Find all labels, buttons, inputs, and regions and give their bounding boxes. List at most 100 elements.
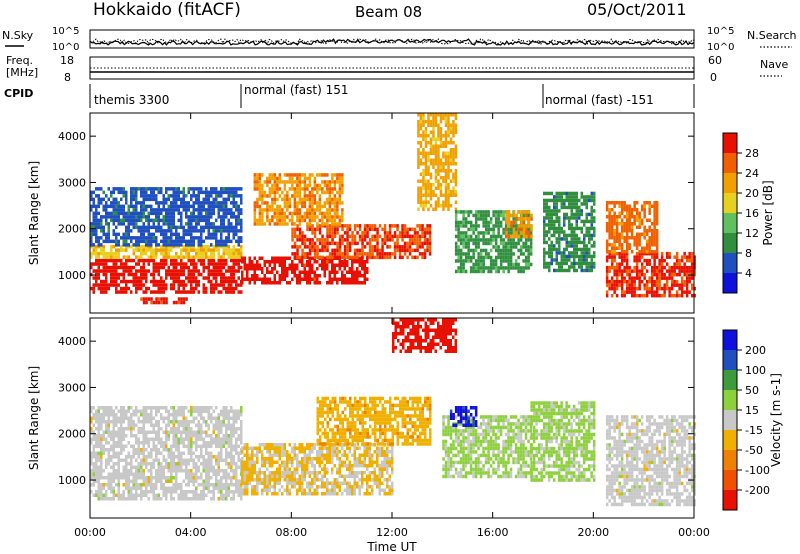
heatmap-cell [527, 252, 530, 256]
heatmap-cell [623, 229, 626, 233]
heatmap-cell [95, 465, 98, 469]
heatmap-cell [165, 465, 168, 469]
heatmap-cell [145, 420, 148, 424]
heatmap-cell [92, 406, 95, 410]
heatmap-cell [212, 236, 215, 240]
heatmap-cell [563, 202, 566, 206]
heatmap-cell [200, 225, 203, 230]
heatmap-cell [590, 226, 593, 231]
heatmap-cell [162, 300, 166, 305]
heatmap-cell [301, 248, 304, 253]
heatmap-cell [422, 120, 425, 124]
heatmap-cell [625, 243, 629, 247]
heatmap-cell [373, 255, 377, 260]
heatmap-cell [291, 176, 294, 181]
heatmap-cell [316, 248, 319, 253]
heatmap-cell [135, 272, 138, 277]
heatmap-cell [615, 251, 619, 256]
heatmap-cell [417, 165, 420, 169]
heatmap-cell [426, 224, 429, 228]
heatmap-cell [444, 116, 448, 120]
heatmap-cell [205, 276, 208, 280]
heatmap-cell [296, 263, 299, 267]
heatmap-cell [580, 191, 583, 196]
heatmap-cell [613, 250, 616, 254]
heatmap-cell [268, 270, 271, 274]
heatmap-cell [165, 406, 168, 410]
heatmap-cell [100, 201, 103, 205]
heatmap-cell [308, 201, 312, 205]
heatmap-cell [411, 255, 414, 260]
heatmap-cell [630, 215, 634, 219]
heatmap-cell [170, 232, 173, 237]
heatmap-cell [578, 258, 581, 262]
heatmap-cell [152, 222, 155, 226]
heatmap-cell [316, 227, 319, 232]
heatmap-cell [296, 208, 299, 212]
heatmap-cell [210, 190, 213, 195]
heatmap-cell [442, 155, 445, 159]
heatmap-cell [306, 222, 309, 226]
heatmap-cell [563, 237, 566, 241]
heatmap-cell [155, 244, 158, 249]
heatmap-cell [313, 277, 316, 281]
heatmap-cell [640, 262, 644, 266]
heatmap-cell [177, 208, 180, 212]
heatmap-cell [155, 413, 158, 417]
heatmap-region [505, 210, 533, 239]
heatmap-cell [429, 137, 433, 141]
heatmap-cell [122, 483, 125, 487]
heatmap-cell [678, 293, 681, 298]
heatmap-cell [155, 215, 158, 219]
heatmap-cell [235, 269, 238, 273]
heatmap-cell [142, 479, 145, 483]
heatmap-cell [298, 281, 301, 285]
heatmap-cell [130, 413, 133, 417]
heatmap-cell [207, 232, 210, 237]
heatmap-cell [157, 190, 160, 195]
heatmap-cell [162, 236, 165, 240]
heatmap-cell [568, 205, 571, 210]
heatmap-cell [575, 251, 578, 255]
heatmap-cell [155, 243, 158, 247]
heatmap-cell [680, 276, 684, 280]
heatmap-cell [278, 218, 282, 223]
heatmap-cell [447, 176, 450, 180]
heatmap-cell [105, 215, 108, 219]
heatmap-cell [90, 458, 93, 462]
heatmap-cell [333, 173, 337, 177]
heatmap-cell [120, 430, 123, 434]
heatmap-cell [454, 193, 458, 197]
heatmap-cell [298, 245, 302, 249]
heatmap-cell [613, 269, 616, 273]
heatmap-cell [323, 245, 327, 249]
heatmap-cell [459, 248, 463, 253]
heatmap-cell [195, 251, 198, 256]
heatmap-cell [125, 472, 128, 476]
heatmap-cell [180, 493, 183, 497]
heatmap-cell [467, 252, 470, 256]
heatmap-cell [416, 224, 419, 228]
heatmap-cell [97, 406, 100, 410]
heatmap-cell [172, 239, 175, 244]
heatmap-cell [432, 120, 435, 124]
heatmap-cell [162, 476, 165, 480]
heatmap-cell [142, 265, 145, 270]
heatmap-cell [110, 430, 113, 434]
heatmap-cell [170, 472, 173, 476]
heatmap-cell [331, 222, 334, 226]
heatmap-cell [517, 262, 520, 267]
heatmap-cell [643, 229, 646, 233]
heatmap-cell [318, 227, 322, 232]
heatmap-cell [241, 281, 244, 285]
heatmap-cell [140, 239, 143, 244]
heatmap-cell [308, 227, 312, 232]
heatmap-cell [635, 208, 639, 212]
heatmap-cell [358, 260, 361, 264]
heatmap-cell [593, 230, 596, 234]
heatmap-cell [398, 231, 402, 235]
heatmap-cell [142, 297, 146, 301]
heatmap-cell [303, 238, 307, 242]
heatmap-cell [225, 269, 228, 273]
heatmap-cell [162, 215, 165, 219]
